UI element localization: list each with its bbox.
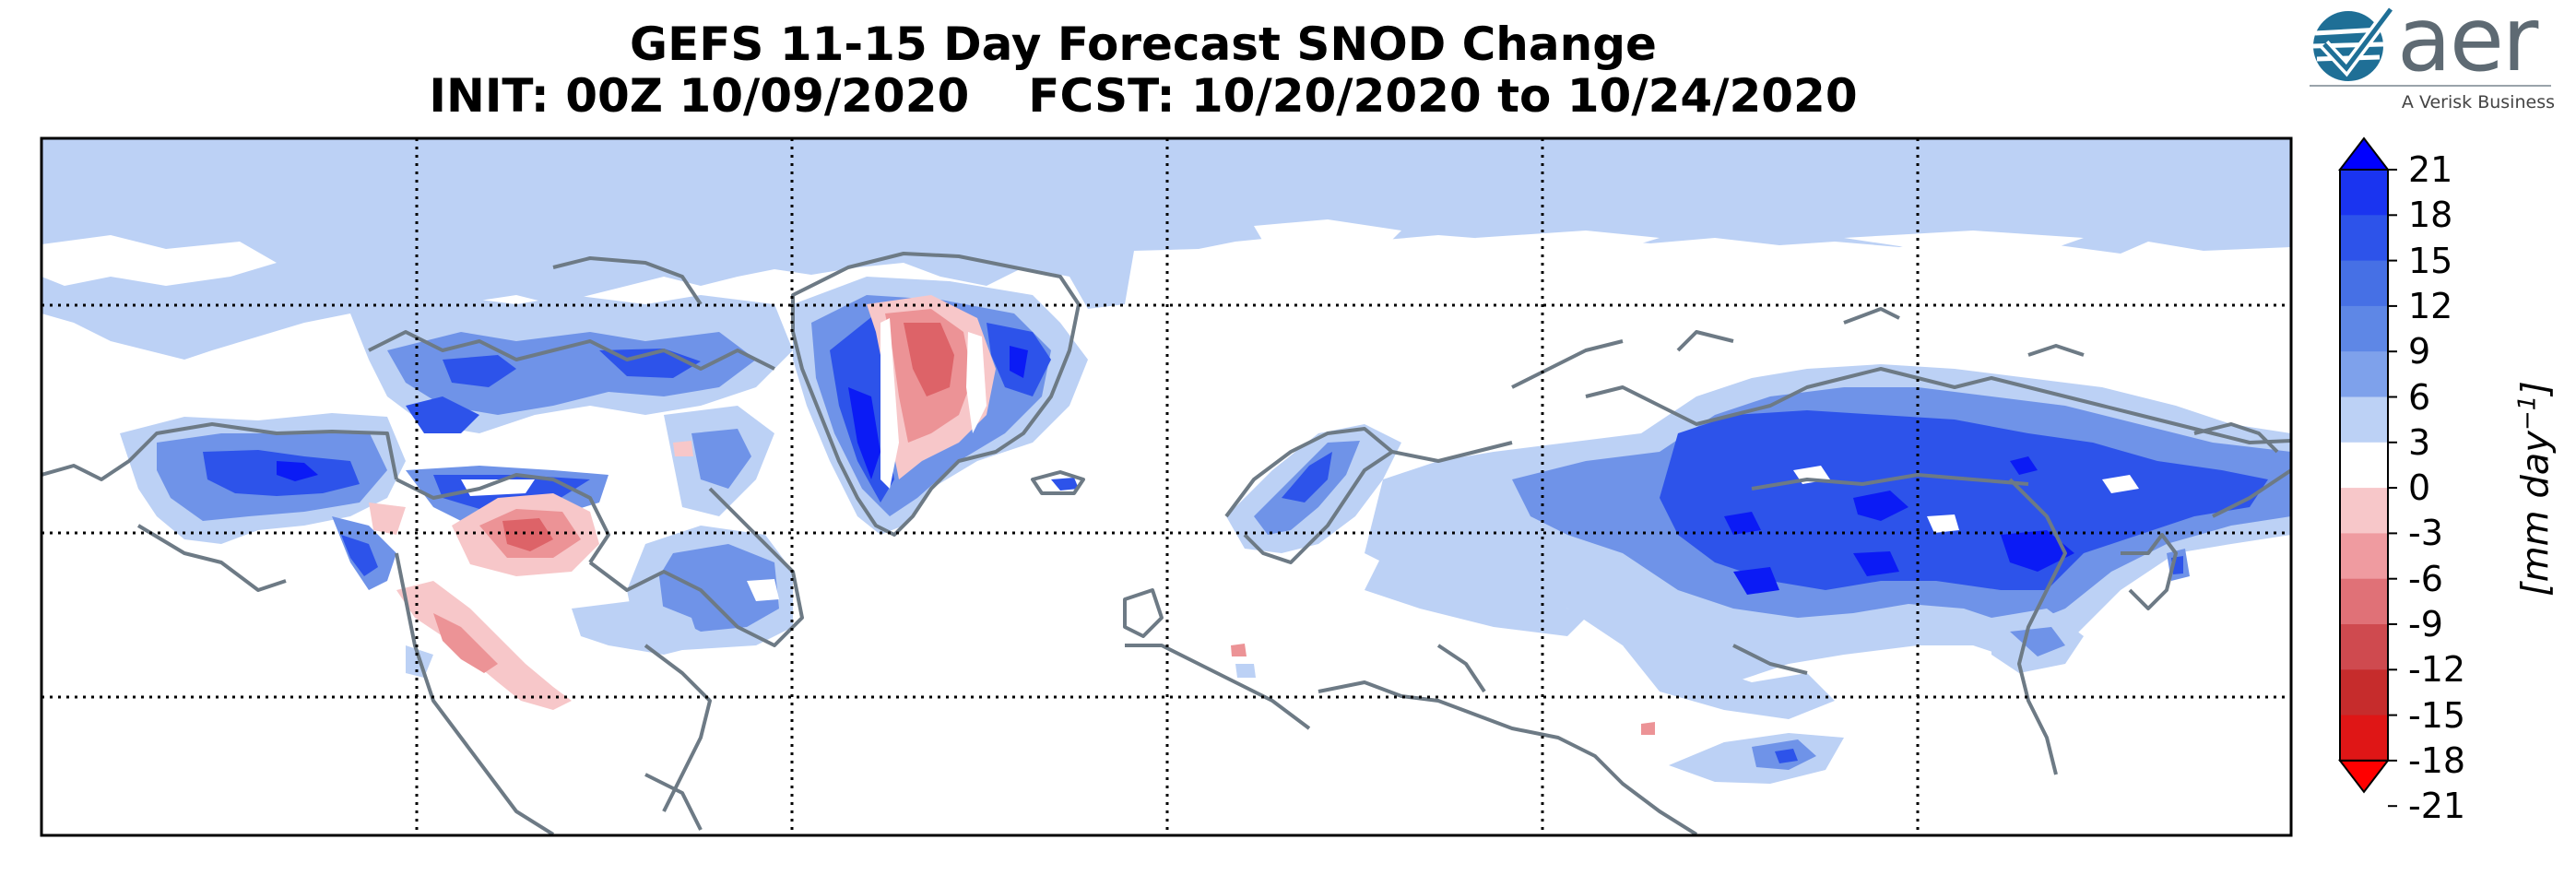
colorbar-level xyxy=(2340,260,2388,307)
colorbar-tick-label: 12 xyxy=(2408,285,2453,326)
colorbar-tick-label: 18 xyxy=(2408,195,2453,236)
colorbar-level xyxy=(2340,578,2388,625)
colorbar-level xyxy=(2340,215,2388,262)
colorbar-tick-label: 0 xyxy=(2408,467,2431,509)
init-time: INIT: 00Z 10/09/2020 xyxy=(429,69,970,123)
colorbar-frame xyxy=(2339,169,2389,762)
colorbar-tick-label: -18 xyxy=(2408,739,2466,781)
colorbar-tick-label: -21 xyxy=(2408,786,2466,827)
colorbar-label: [mm day−1] xyxy=(2513,381,2558,597)
map-frame xyxy=(40,136,2293,837)
colorbar-level xyxy=(2340,170,2388,216)
colorbar xyxy=(2337,136,2397,808)
colorbar-tick-label: 15 xyxy=(2408,240,2453,281)
aer-logo: aer A Verisk Business xyxy=(2300,0,2558,115)
colorbar-extend-min xyxy=(2337,759,2391,794)
graticule xyxy=(41,138,2291,835)
aer-globe-icon xyxy=(2312,6,2394,81)
aer-wordmark: aer xyxy=(2397,0,2538,91)
colorbar-level xyxy=(2340,351,2388,397)
colorbar-level xyxy=(2340,533,2388,580)
colorbar-tick-label: -6 xyxy=(2408,558,2443,599)
colorbar-level xyxy=(2340,305,2388,352)
colorbar-level xyxy=(2340,442,2388,489)
colorbar-tick-label: 3 xyxy=(2408,421,2431,463)
colorbar-level xyxy=(2340,669,2388,716)
colorbar-tick-label: -9 xyxy=(2408,604,2443,644)
colorbar-tick-label: -12 xyxy=(2408,649,2466,691)
colorbar-level xyxy=(2340,624,2388,670)
colorbar-tick-label: 21 xyxy=(2408,149,2453,190)
colorbar-level xyxy=(2340,396,2388,443)
map-title: GEFS 11-15 Day Forecast SNOD Change xyxy=(630,18,1657,71)
map-subtitle: INIT: 00Z 10/09/2020 FCST: 10/20/2020 to … xyxy=(0,70,2286,122)
logo-divider xyxy=(2310,85,2551,87)
colorbar-level xyxy=(2340,715,2388,762)
colorbar-level xyxy=(2340,488,2388,534)
forecast-window: FCST: 10/20/2020 to 10/24/2020 xyxy=(1028,69,1858,123)
western-us-loss xyxy=(396,581,572,710)
colorbar-tick-label: 6 xyxy=(2408,376,2431,418)
logo-tagline: A Verisk Business xyxy=(2401,92,2555,112)
coastlines xyxy=(41,252,2291,835)
colorbar-tick-label: 9 xyxy=(2408,331,2431,372)
colorbar-extend-max xyxy=(2337,136,2391,171)
colorbar-tick-label: -3 xyxy=(2408,513,2443,554)
colorbar-tick-label: -15 xyxy=(2408,694,2466,736)
